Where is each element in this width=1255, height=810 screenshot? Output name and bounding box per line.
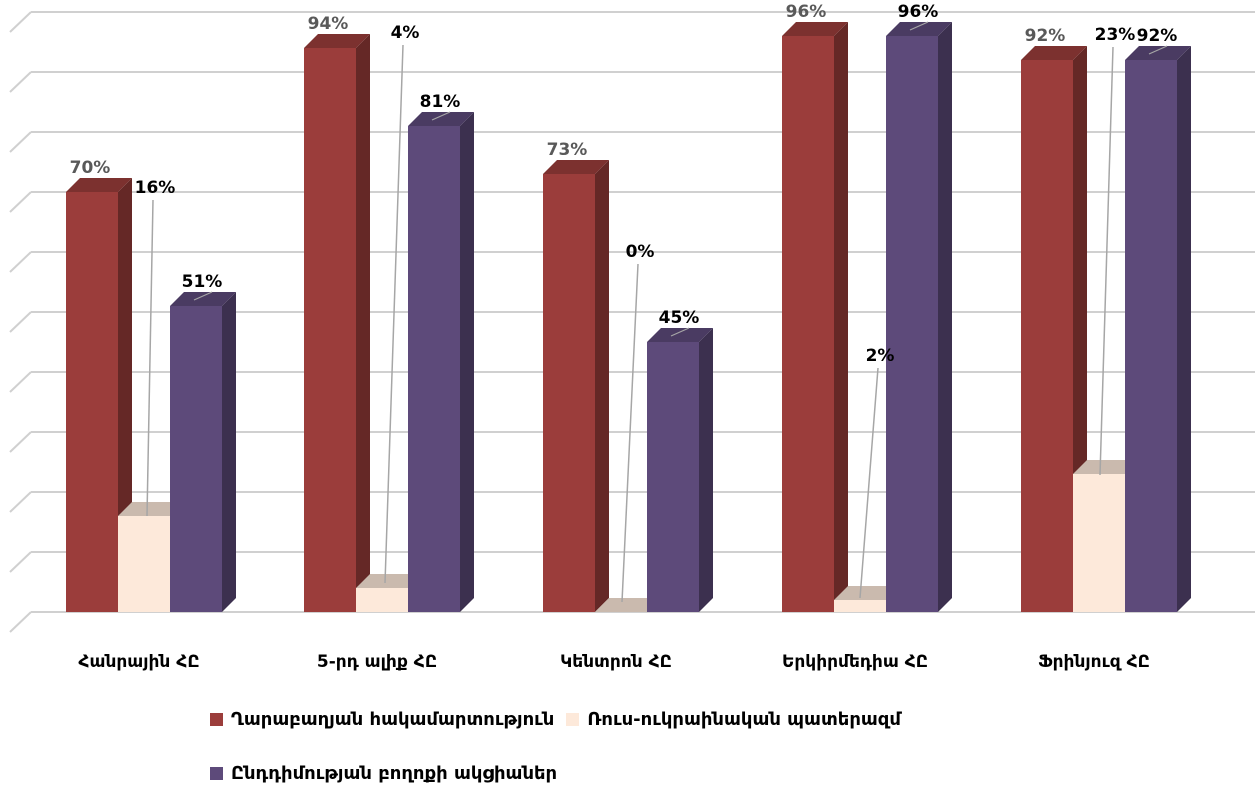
bar [118,516,170,612]
bar-chart: 70%16%51%94% 4%81%73%0%45%96%2%96%92% 23% 9… [9,2,1255,672]
data-label: 23% [1095,25,1136,45]
bar [170,306,222,612]
legend: Ղարաբաղյան հակամարտություն Ռուս-ուկրաինա… [210,702,1110,810]
leader-line [621,263,639,603]
legend-label: Ղարաբաղյան հակամարտություն [231,708,555,730]
x-axis-labels: Հանրային ՀԸ 5-րդ ալիք ՀԸ Կենտրոն ՀԸ Երկիրմե… [78,652,1149,672]
leader-line [909,21,929,31]
gridline-edge [9,71,32,93]
bar-side [834,22,848,612]
bar [66,192,118,612]
data-labels: 70%16%51%94% 4%81%73%0%45%96%2%96%92% 23% 9… [70,2,1178,366]
leader-line [193,291,213,301]
bar-top [595,598,661,612]
data-label: 73% [547,140,588,160]
legend-swatch [210,766,223,780]
data-label: 0% [626,242,655,262]
x-axis-label: Հանրային ՀԸ [78,652,199,672]
gridline-edge [9,491,32,513]
leader-line [670,327,690,337]
bar [834,600,886,612]
bar [543,174,595,612]
bar-top [834,586,900,600]
bar [1021,60,1073,612]
gridline-edge [9,311,32,333]
data-label: 51% [182,272,223,292]
bar-top [782,22,848,36]
bars [66,22,1191,612]
gridline-edge [9,251,32,273]
legend-swatch [210,712,223,726]
data-label: 81% [420,92,461,112]
x-axis-label: Երկիրմեդիա ՀԸ [782,652,928,672]
gridline-edge [9,431,32,453]
legend-item-karabakh: Ղարաբաղյան հակամարտություն [210,709,554,730]
bar-side [938,22,952,612]
bar [408,126,460,612]
bar-side [118,178,132,612]
bar [356,588,408,612]
bar-top [1021,46,1087,60]
bar-top [543,160,609,174]
bar [304,48,356,612]
data-label: 45% [659,308,700,328]
bar-side [699,328,713,612]
bar-top [304,34,370,48]
data-label: 2% [866,346,895,366]
x-axis-label: 5-րդ ալիք ՀԸ [317,652,437,672]
bar-side [595,160,609,612]
gridline-edge [9,611,32,633]
leader-line [1148,45,1168,55]
bar-top [886,22,952,36]
legend-label: Ռուս-ուկրաինական պատերազմ [587,708,901,730]
gridline-edge [9,551,32,573]
gridline-edge [9,131,32,153]
bar-side [356,34,370,612]
bar [782,36,834,612]
gridline-edge [9,191,32,213]
leader-line [859,367,879,599]
legend-swatch [566,712,580,726]
bar-top [408,112,474,126]
bar-top [170,292,236,306]
bar-side [222,292,236,612]
legend-item-opposition: Ընդդիմության բողոքի ակցիաներ [210,763,557,784]
bar [886,36,938,612]
bar [647,342,699,612]
x-axis-label: Ֆրինյուզ ՀԸ [1038,652,1150,672]
data-label: 94% [308,14,349,34]
gridline-edge [9,371,32,393]
bar-side [1177,46,1191,612]
legend-item-russia-ukraine: Ռուս-ուկրաինական պատերազմ [566,709,901,730]
bar-top [1125,46,1191,60]
data-label: 92% [1137,26,1178,46]
data-label: 70% [70,158,111,178]
data-label: 96% [786,2,827,22]
data-label: 92% [1025,26,1066,46]
bar-top [1073,460,1139,474]
gridline-edge [9,11,32,33]
bar-top [66,178,132,192]
legend-label: Ընդդիմության բողոքի ակցիաներ [231,762,558,784]
data-label: 4% [391,23,420,43]
bar-top [356,574,422,588]
leader-line [431,111,451,121]
leader-line [384,44,404,584]
bar-top [647,328,713,342]
bar-side [460,112,474,612]
leader-lines [146,21,1168,603]
leader-line [1099,46,1114,476]
x-axis-label: Կենտրոն ՀԸ [560,652,672,672]
bar [1073,474,1125,612]
bar-top [118,502,184,516]
data-label: 16% [135,178,176,198]
leader-line [146,199,154,517]
data-label: 96% [898,2,939,22]
bar [1125,60,1177,612]
